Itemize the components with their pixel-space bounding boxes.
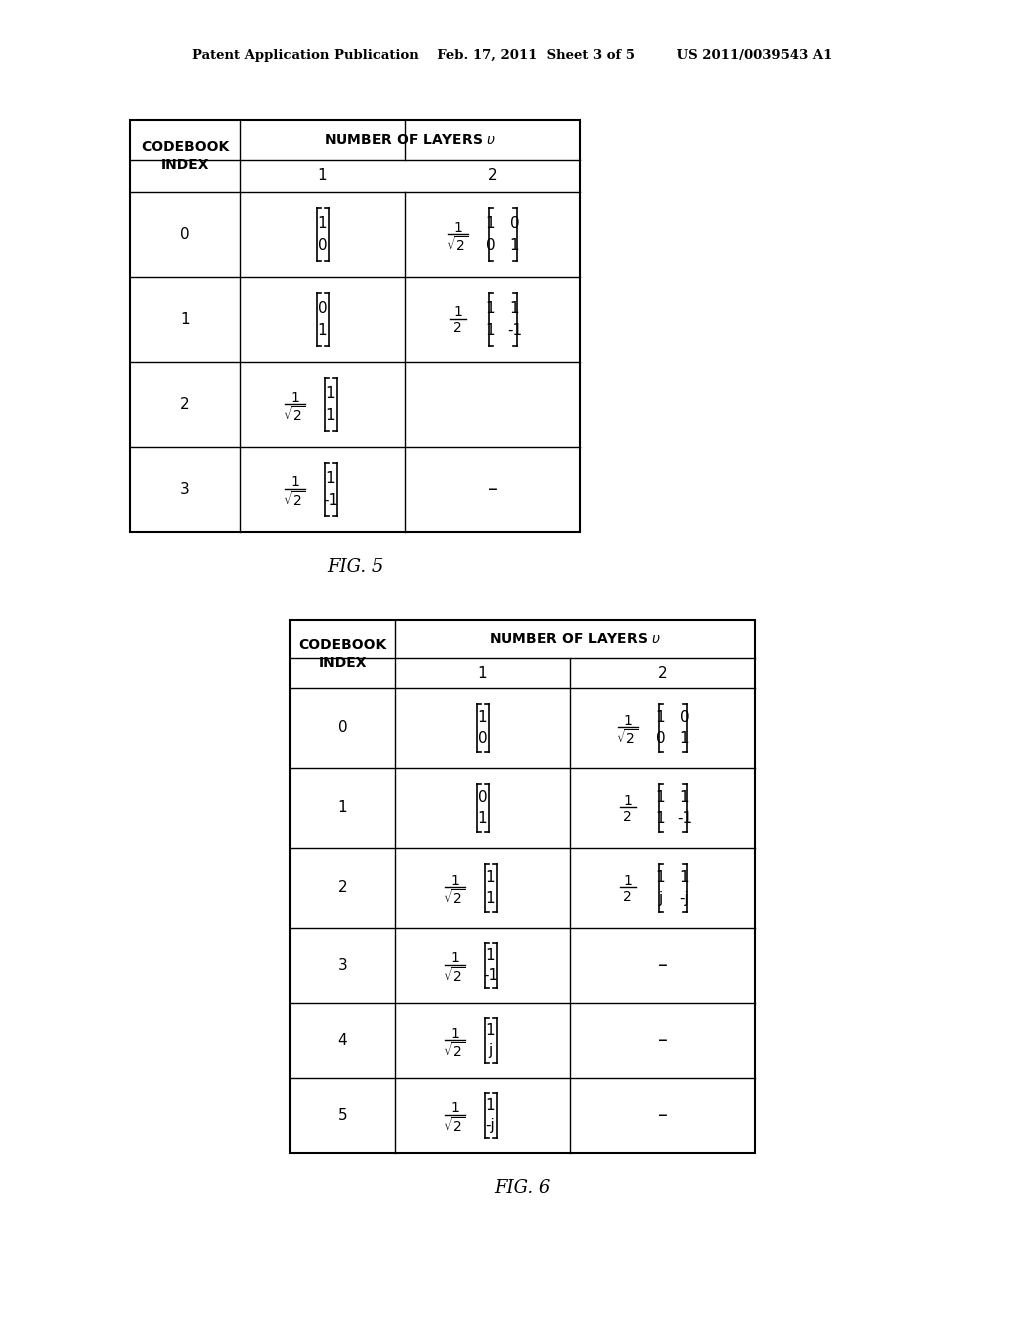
Text: FIG. 5: FIG. 5: [327, 558, 383, 576]
Text: 1: 1: [510, 239, 519, 253]
Text: 1: 1: [485, 323, 496, 338]
Text: 1: 1: [485, 215, 496, 231]
Text: 1: 1: [451, 874, 459, 888]
Text: 1: 1: [290, 391, 299, 404]
Text: 1: 1: [485, 301, 496, 315]
Text: 0: 0: [477, 731, 487, 746]
Text: 1: 1: [655, 810, 666, 826]
Text: 1: 1: [338, 800, 347, 816]
Text: –: –: [487, 480, 498, 499]
Text: FIG. 6: FIG. 6: [495, 1179, 551, 1197]
Bar: [290, 620, 755, 1152]
Text: $\sqrt{2}$: $\sqrt{2}$: [616, 729, 639, 747]
Text: $\sqrt{2}$: $\sqrt{2}$: [284, 490, 305, 510]
Text: 1: 1: [290, 475, 299, 490]
Text: 1: 1: [485, 948, 496, 964]
Text: 3: 3: [180, 482, 189, 498]
Text: 0: 0: [477, 791, 487, 805]
Text: $\sqrt{2}$: $\sqrt{2}$: [446, 235, 469, 253]
Text: 1: 1: [485, 1023, 496, 1039]
Text: $\sqrt{2}$: $\sqrt{2}$: [443, 1041, 466, 1060]
Text: 1: 1: [326, 385, 335, 400]
Text: 2: 2: [338, 880, 347, 895]
Text: -j: -j: [680, 891, 689, 906]
Text: $\sqrt{2}$: $\sqrt{2}$: [443, 1115, 466, 1135]
Text: 0: 0: [655, 731, 666, 746]
Text: 1: 1: [510, 301, 519, 315]
Text: j: j: [658, 891, 663, 906]
Text: 0: 0: [338, 721, 347, 735]
Text: 1: 1: [317, 169, 328, 183]
Text: 1: 1: [326, 408, 335, 424]
Bar: [130, 120, 580, 532]
Text: 4: 4: [338, 1034, 347, 1048]
Text: 1: 1: [451, 1027, 459, 1040]
Text: 1: 1: [451, 952, 459, 965]
Text: -j: -j: [485, 1118, 496, 1133]
Text: 1: 1: [623, 714, 632, 729]
Text: 1: 1: [453, 305, 462, 319]
Text: 2: 2: [454, 322, 462, 335]
Text: 1: 1: [477, 665, 487, 681]
Text: 0: 0: [317, 239, 328, 253]
Text: 1: 1: [680, 791, 689, 805]
Text: Patent Application Publication    Feb. 17, 2011  Sheet 3 of 5         US 2011/00: Patent Application Publication Feb. 17, …: [191, 49, 833, 62]
Text: NUMBER OF LAYERS $\upsilon$: NUMBER OF LAYERS $\upsilon$: [324, 133, 497, 147]
Text: 1: 1: [453, 220, 462, 235]
Text: -1: -1: [507, 323, 522, 338]
Text: 1: 1: [477, 810, 487, 826]
Text: 0: 0: [510, 215, 519, 231]
Text: 1: 1: [485, 891, 496, 906]
Text: 0: 0: [180, 227, 189, 242]
Text: 0: 0: [680, 710, 689, 725]
Text: 1: 1: [317, 323, 328, 338]
Text: 1: 1: [655, 791, 666, 805]
Text: 2: 2: [624, 890, 632, 904]
Text: 1: 1: [485, 1098, 496, 1113]
Text: 1: 1: [680, 870, 689, 886]
Text: 2: 2: [487, 169, 498, 183]
Text: -1: -1: [677, 810, 692, 826]
Text: –: –: [657, 1106, 668, 1125]
Text: 2: 2: [180, 397, 189, 412]
Text: 3: 3: [338, 958, 347, 973]
Text: CODEBOOK
INDEX: CODEBOOK INDEX: [141, 140, 229, 172]
Text: –: –: [657, 956, 668, 975]
Text: -1: -1: [323, 494, 338, 508]
Text: 1: 1: [623, 874, 632, 888]
Text: 0: 0: [485, 239, 496, 253]
Text: 1: 1: [655, 710, 666, 725]
Text: $\sqrt{2}$: $\sqrt{2}$: [284, 405, 305, 424]
Text: 1: 1: [485, 870, 496, 886]
Text: 1: 1: [326, 470, 335, 486]
Text: 1: 1: [655, 870, 666, 886]
Text: 1: 1: [680, 731, 689, 746]
Text: 1: 1: [623, 795, 632, 808]
Text: 1: 1: [477, 710, 487, 725]
Text: $\sqrt{2}$: $\sqrt{2}$: [443, 888, 466, 907]
Text: 2: 2: [624, 810, 632, 824]
Text: 2: 2: [657, 665, 668, 681]
Text: 1: 1: [180, 312, 189, 327]
Text: j: j: [488, 1043, 493, 1057]
Text: 5: 5: [338, 1107, 347, 1123]
Text: -1: -1: [483, 968, 498, 983]
Text: 1: 1: [317, 215, 328, 231]
Text: $\sqrt{2}$: $\sqrt{2}$: [443, 966, 466, 985]
Text: 1: 1: [451, 1101, 459, 1115]
Text: CODEBOOK
INDEX: CODEBOOK INDEX: [298, 638, 387, 671]
Text: NUMBER OF LAYERS $\upsilon$: NUMBER OF LAYERS $\upsilon$: [488, 632, 662, 645]
Text: 0: 0: [317, 301, 328, 315]
Text: –: –: [657, 1031, 668, 1049]
